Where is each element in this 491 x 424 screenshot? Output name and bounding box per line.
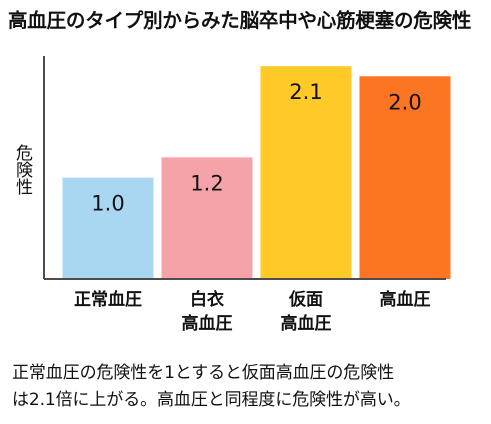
- bar-value-label-2: 1.2: [190, 171, 223, 195]
- bar-value-label-1: 1.0: [91, 192, 124, 216]
- x-tick-label-line: 高血圧: [281, 313, 332, 334]
- y-axis-label: 危険性: [12, 144, 32, 195]
- caption-line-1: 正常血圧の危険性を1とすると仮面高血圧の危険性: [12, 363, 395, 383]
- x-tick-label-line: 高血圧: [380, 289, 431, 310]
- x-tick-label-4: 高血圧: [380, 289, 431, 310]
- x-tick-label-line: 高血圧: [182, 313, 233, 334]
- x-tick-label-line: 正常血圧: [74, 289, 142, 310]
- x-tick-label-3: 仮面高血圧: [281, 289, 332, 334]
- x-tick-label-2: 白衣高血圧: [182, 289, 233, 334]
- bars: 1.0 1.2 2.1 2.0: [62, 66, 451, 280]
- chart-title: 高血圧のタイプ別からみた脳卒中や心筋梗塞の危険性: [8, 9, 472, 32]
- bar-2: [161, 157, 253, 279]
- bar-4: [359, 76, 451, 279]
- bar-3: [260, 66, 352, 280]
- x-tick-label-line: 仮面: [288, 289, 323, 310]
- chart-caption: 正常血圧の危険性を1とすると仮面高血圧の危険性 は2.1倍に上がる。高血圧と同程…: [12, 360, 482, 414]
- bar-1: [62, 177, 154, 279]
- caption-line-2: は2.1倍に上がる。高血圧と同程度に危険性が高い。: [12, 390, 411, 410]
- x-tick-label-line: 白衣: [190, 289, 224, 310]
- bar-value-label-4: 2.0: [388, 90, 421, 114]
- x-tick-label-1: 正常血圧: [74, 289, 142, 310]
- bar-value-label-3: 2.1: [289, 80, 322, 104]
